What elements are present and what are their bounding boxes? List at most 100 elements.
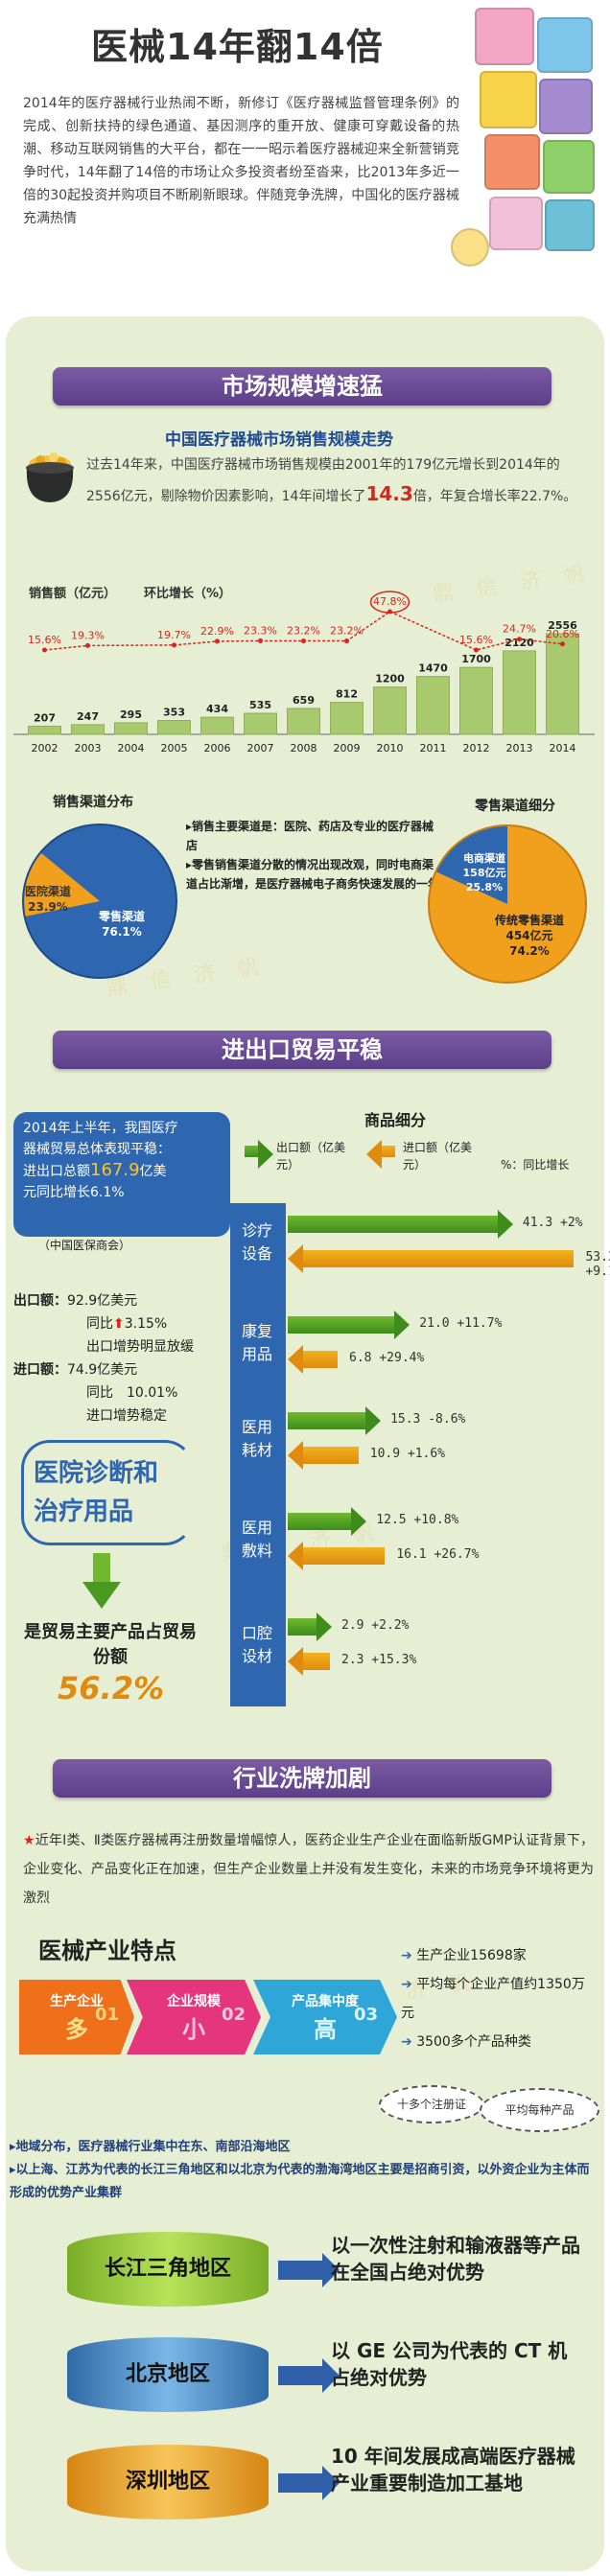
region-shenzhen: 深圳地区: [67, 2445, 269, 2519]
sales-bar: [546, 633, 579, 735]
legend-import: 进口额（亿美元）: [403, 1141, 473, 1172]
sales-bar: [459, 666, 493, 735]
growth-label: 23.3%: [244, 624, 277, 637]
year-tick-label: 2007: [247, 742, 274, 754]
region-beijing: 北京地区: [67, 2337, 269, 2412]
category-column: [230, 1203, 286, 1706]
sales-label: 1200: [375, 673, 405, 685]
sales-bar: [114, 722, 148, 735]
arrow-right-icon: ➔: [401, 1977, 412, 1992]
arrow-right-icon: [278, 2358, 340, 2393]
growth-label: 19.7%: [157, 629, 191, 641]
market-growth-text-end: 倍，年复合增长率22.7%。: [412, 489, 577, 504]
up-arrow-icon: ⬆: [113, 1316, 125, 1332]
feature-title: 医械产业特点: [38, 1938, 176, 1964]
growth-label: 24.7%: [503, 623, 536, 636]
banner-trade: 进出口贸易平稳: [53, 1031, 551, 1069]
year-tick-label: 2003: [75, 742, 102, 754]
sales-bar: [330, 702, 364, 735]
year-tick-label: 2013: [506, 742, 533, 754]
growth-point: [474, 647, 479, 653]
feature-step-1: 生产企业 多 01: [19, 1980, 134, 2054]
facts-list: ➔ 生产企业15698家 ➔ 平均每个企业产值约1350万元 ➔ 3500多个产…: [401, 1941, 593, 2056]
year-tick-label: 2006: [204, 742, 231, 754]
arrow-right-icon: ➔: [401, 2034, 412, 2050]
growth-point: [560, 641, 565, 647]
year-tick-label: 2014: [550, 742, 576, 754]
arrow-right-icon: [278, 2253, 340, 2287]
highlight-circle: [369, 591, 411, 614]
year-tick-label: 2009: [334, 742, 361, 754]
legend-growth: 环比增长（%）: [144, 587, 232, 601]
banner-reshuffle: 行业洗牌加剧: [53, 1759, 551, 1798]
growth-label: 15.6%: [28, 634, 61, 646]
export-value: 41.3 +2%: [522, 1216, 583, 1230]
money-pot-icon: [19, 449, 81, 506]
fact-item: ➔ 3500多个产品种类: [401, 2034, 531, 2050]
fact-item: ➔ 生产企业15698家: [401, 1948, 527, 1963]
sales-label: 535: [249, 699, 271, 711]
category-label: 医用 耗材: [241, 1418, 272, 1459]
year-tick-label: 2012: [463, 742, 490, 754]
channel-notes: ▸销售主要渠道是：医院、药店及专业的医疗器械店 ▸零售销售渠道分散的情况出现改观…: [186, 817, 445, 893]
export-value: 21.0 +11.7%: [419, 1316, 503, 1331]
growth-label: 23.2%: [330, 625, 364, 638]
channel-left-title: 销售渠道分布: [53, 795, 133, 810]
year-tick-label: 2008: [291, 742, 317, 754]
bubble-per-product: 平均每种产品: [480, 2088, 599, 2132]
export-value: 2.9 +2.2%: [341, 1618, 410, 1633]
sales-label: 2556: [548, 619, 577, 632]
pie-label-retail: 零售渠道 76.1%: [98, 910, 145, 939]
sales-bar: [200, 716, 234, 735]
arrow-right-icon: ➔: [401, 1948, 412, 1963]
region-yangtze: 长江三角地区: [67, 2232, 269, 2307]
import-value: 6.8 +29.4%: [349, 1351, 425, 1365]
growth-point: [344, 638, 349, 644]
category-label: 医用 敷料: [241, 1519, 272, 1560]
channel-note: ▸零售销售渠道分散的情况出现改观，同时电商渠道占比渐增，是医疗器械电子商务快速发…: [186, 858, 440, 891]
feature-step-3: 产品集中度 高 03: [253, 1980, 397, 2054]
growth-label: 23.2%: [287, 625, 320, 638]
sales-channel-pie: 医院渠道 23.9% 零售渠道 76.1%: [13, 815, 186, 987]
region-bullets: ▸地域分布，医疗器械行业集中在东、南部沿海地区 ▸以上海、江苏为代表的长江三角地…: [10, 2136, 595, 2205]
region-shenzhen-desc: 10 年间发展成高端医疗器械产业重要制造加工基地: [331, 2445, 575, 2495]
arrow-right-icon: [278, 2466, 340, 2500]
sales-label: 812: [336, 688, 358, 701]
category-label: 口腔 设材: [241, 1624, 272, 1665]
sales-bar: [287, 708, 320, 735]
region-beijing-desc: 以 GE 公司为代表的 CT 机占绝对优势: [331, 2339, 568, 2389]
import-value: 10.9 +1.6%: [369, 1447, 446, 1461]
export-value: 12.5 +10.8%: [376, 1513, 459, 1527]
banner-market-growth: 市场规模增速猛: [53, 367, 551, 406]
bubble-registrations: 十多个注册证: [379, 2085, 484, 2123]
legend-yoy: %：同比增长: [501, 1158, 570, 1172]
growth-point: [517, 637, 522, 642]
growth-label: 15.6%: [459, 634, 493, 646]
export-summary: 出口额：92.9亿美元 同比⬆3.15% 出口增势明显放缓 进口额：74.9亿美…: [13, 1293, 194, 1424]
growth-point: [172, 642, 176, 648]
sales-label: 434: [206, 703, 228, 715]
sales-label: 659: [293, 694, 315, 707]
growth-label: 22.9%: [200, 625, 234, 638]
import-value: 53.3 +9.1%: [585, 1250, 610, 1279]
star-icon: ★: [23, 1833, 35, 1848]
sales-label: 207: [34, 711, 56, 724]
reshuffle-paragraph: ★近年Ⅰ类、Ⅱ类医疗器械再注册数量增幅惊人，医药企业生产企业在面临新版GMP认证…: [23, 1833, 594, 1906]
export-arrow: [288, 1507, 367, 1536]
growth-point: [215, 638, 220, 644]
sales-bar: [28, 725, 61, 735]
import-value: 2.3 +15.3%: [341, 1653, 417, 1667]
sales-label: 295: [120, 708, 142, 721]
sales-bar: [157, 719, 191, 735]
legend-export: 出口额（亿美元）: [276, 1141, 346, 1172]
import-arrow: [287, 1542, 386, 1570]
retail-channel-pie: 电商渠道 158亿元 25.8% 传统零售渠道 454亿元 74.2%: [422, 819, 593, 989]
year-tick-label: 2010: [377, 742, 404, 754]
growth-point: [42, 647, 47, 653]
region-yangtze-desc: 以一次性注射和输液器等产品在全国占绝对优势: [331, 2234, 580, 2284]
source-note: （中国医保商会）: [38, 1239, 131, 1252]
export-arrow: [288, 1406, 382, 1435]
sales-bar: [244, 712, 277, 735]
chart-subtitle: 中国医疗器械市场销售规模走势: [165, 430, 393, 450]
sales-chart: 207 2002 247 2003 295 2004 353 2005 434 2006 535 20…: [13, 591, 595, 754]
